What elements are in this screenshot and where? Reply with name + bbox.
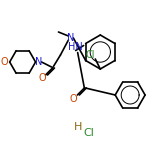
Text: O: O xyxy=(1,57,9,67)
Text: N: N xyxy=(35,57,42,67)
Text: O: O xyxy=(39,73,46,83)
Text: Cl: Cl xyxy=(86,50,95,60)
Text: N: N xyxy=(67,33,74,43)
Text: H: H xyxy=(74,122,82,132)
Text: Cl: Cl xyxy=(83,128,94,138)
Text: O: O xyxy=(70,94,77,104)
Text: HN: HN xyxy=(68,42,83,52)
